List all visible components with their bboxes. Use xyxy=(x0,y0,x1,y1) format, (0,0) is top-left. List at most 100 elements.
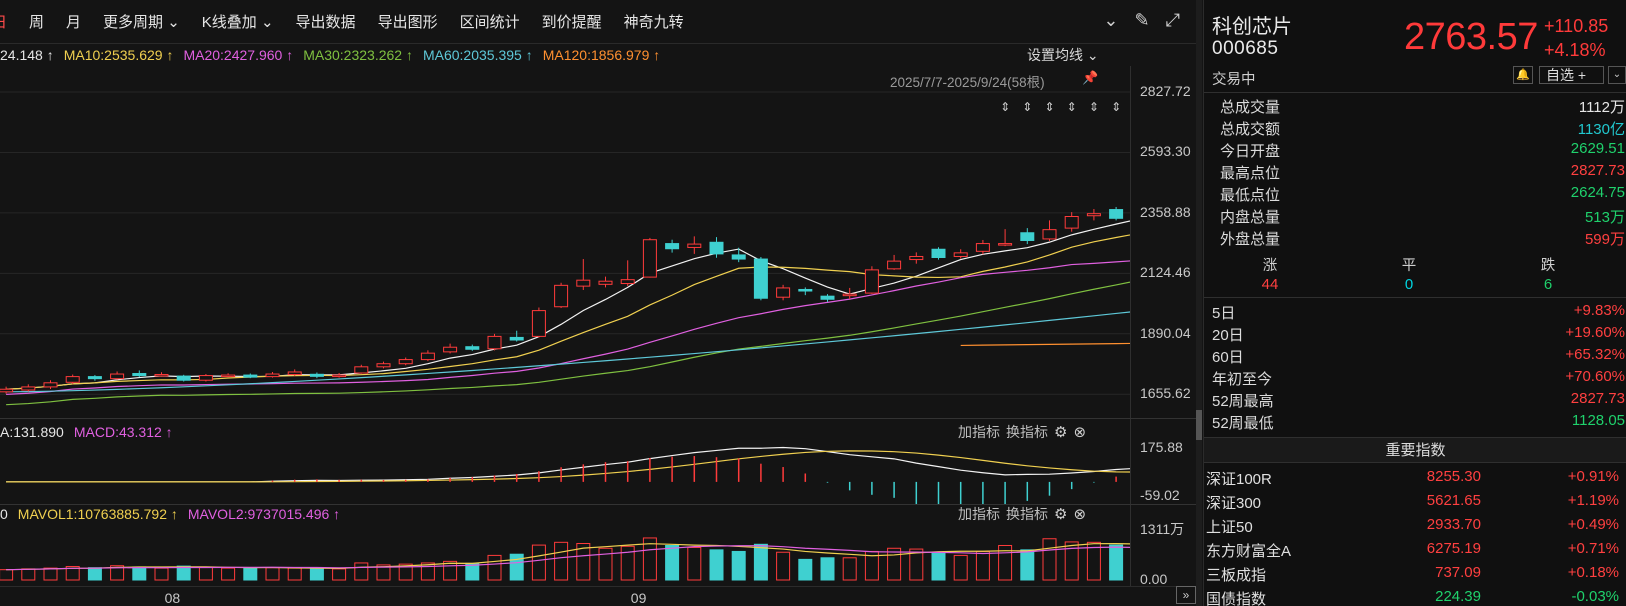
watchlist-dropdown-icon[interactable]: ⌄ xyxy=(1608,66,1626,84)
toolbar-item-0[interactable]: 日 xyxy=(0,11,7,32)
chart-toolbar: 日 周 月 更多周期 ⌄ K线叠加 ⌄ 导出数据 导出图形 区间统计 到价提醒 神奇九转 xyxy=(0,0,1200,44)
volume-tick-label: 1311万 xyxy=(1140,521,1185,537)
vertical-scrollbar[interactable] xyxy=(1196,0,1202,606)
index-section-header[interactable]: 重要指数 xyxy=(1204,437,1626,463)
candle xyxy=(1064,212,1079,232)
volume-bar xyxy=(842,557,857,581)
toolbar-item-5[interactable]: 导出数据 xyxy=(295,14,356,31)
index-row[interactable]: 深证100R 8255.30 +0.91% xyxy=(1204,468,1626,492)
toolbar-item-1[interactable]: 周 xyxy=(29,14,45,31)
chart-area[interactable]: 日 周 月 更多周期 ⌄ K线叠加 ⌄ 导出数据 导出图形 区间统计 到价提醒 神奇九转 ⌄ ✎ … xyxy=(0,0,1202,606)
ma-legend: 24.148 ↑ MA10:2535.629 ↑ MA20:2427.960 ↑ MA… xyxy=(0,44,670,66)
price-change: +110.85 xyxy=(1544,16,1609,36)
scroll-thumb[interactable] xyxy=(1196,410,1202,440)
volume-bar xyxy=(354,562,369,581)
toolbar-item-3[interactable]: 更多周期 ⌄ xyxy=(103,14,180,31)
candle-body xyxy=(665,243,680,250)
signal-marker: ⇕ xyxy=(1089,100,1099,114)
toolbar-item-2[interactable]: 月 xyxy=(66,14,82,31)
ma5-line xyxy=(6,220,1130,390)
candle xyxy=(21,384,36,392)
candle xyxy=(798,287,813,296)
candle-body xyxy=(798,288,813,292)
volume-bar xyxy=(776,551,791,581)
index-price: 737.09 xyxy=(1435,564,1481,581)
toolbar-item-7[interactable]: 区间统计 xyxy=(459,14,520,31)
candle-body xyxy=(65,376,80,383)
macd-chart[interactable] xyxy=(0,440,1130,504)
add-watchlist-button[interactable]: 自选 + xyxy=(1539,66,1604,84)
candle xyxy=(154,372,169,377)
candle xyxy=(953,249,968,259)
macd-panel-tools: 加指标 换指标 ⚙ ⊗ xyxy=(958,422,1086,442)
volume-bar xyxy=(43,567,58,581)
period-row: 52周最低 1128.05 xyxy=(1212,412,1625,434)
candle-body xyxy=(1020,232,1035,241)
volume-bar xyxy=(309,567,324,581)
toolbar-item-4[interactable]: K线叠加 ⌄ xyxy=(201,14,274,31)
add-indicator-button[interactable]: 加指标 xyxy=(958,424,1000,440)
ma-line-item-5: MA120:1856.979 ↑ xyxy=(542,47,661,63)
candle-body xyxy=(376,363,391,368)
candle xyxy=(864,266,879,294)
candle xyxy=(1020,228,1035,245)
candle-body xyxy=(620,279,635,285)
candle xyxy=(198,374,213,382)
gear-icon[interactable]: ⚙ xyxy=(1054,424,1068,441)
brush-icon[interactable]: ✎ xyxy=(1134,10,1150,30)
macd-tick-label: 175.88 xyxy=(1140,439,1183,455)
volume-bar xyxy=(953,554,968,581)
divider xyxy=(1204,297,1626,298)
toolbar-item-8[interactable]: 到价提醒 xyxy=(541,14,602,31)
fullscreen-icon[interactable]: ⤢ xyxy=(1165,10,1180,30)
index-row[interactable]: 上证50 2933.70 +0.49% xyxy=(1204,516,1626,540)
alert-bell-icon[interactable]: 🔔 xyxy=(1513,66,1533,84)
candle-body xyxy=(1109,209,1124,219)
volume-bar xyxy=(887,547,902,581)
toolbar-item-9[interactable]: 神奇九转 xyxy=(623,14,684,31)
collapse-icon[interactable]: ⌄ xyxy=(1103,10,1119,30)
index-price: 8255.30 xyxy=(1426,468,1481,485)
scroll-right-button[interactable]: » xyxy=(1176,586,1196,604)
candle xyxy=(642,237,657,278)
macd-tick-label: -59.02 xyxy=(1140,487,1180,503)
index-row[interactable]: 东方财富全A 6275.19 +0.71% xyxy=(1204,540,1626,564)
volume-bar xyxy=(198,566,213,581)
candle-body xyxy=(221,374,236,378)
candle xyxy=(265,371,280,378)
candle xyxy=(687,236,702,254)
stat-label: 内盘总量 xyxy=(1220,209,1281,226)
period-row: 5日 +9.83% xyxy=(1212,302,1625,324)
candle xyxy=(309,372,324,379)
index-row[interactable]: 国债指数 224.39 -0.03% xyxy=(1204,588,1626,606)
add-indicator-button[interactable]: 加指标 xyxy=(958,506,1000,522)
candle-body xyxy=(953,252,968,257)
candle-body xyxy=(887,260,902,270)
candle xyxy=(887,254,902,270)
close-icon[interactable]: ⊗ xyxy=(1073,506,1087,523)
pin-icon[interactable]: 📌 xyxy=(1082,70,1099,85)
candle xyxy=(998,229,1013,247)
volume-bar xyxy=(1042,538,1057,581)
close-icon[interactable]: ⊗ xyxy=(1073,424,1087,441)
stat-row: 总成交额 1130亿 xyxy=(1220,118,1625,140)
candle xyxy=(731,247,746,263)
swap-indicator-button[interactable]: 换指标 xyxy=(1006,506,1048,522)
volume-chart[interactable] xyxy=(0,524,1130,586)
index-price: 5621.65 xyxy=(1426,492,1481,509)
toolbar-icons: ⌄ ✎ ⤢ xyxy=(1103,10,1180,31)
candle xyxy=(43,380,58,389)
gear-icon[interactable]: ⚙ xyxy=(1054,506,1068,523)
volume-bar xyxy=(687,546,702,581)
swap-indicator-button[interactable]: 换指标 xyxy=(1006,424,1048,440)
period-label: 年初至今 xyxy=(1212,371,1273,388)
candle xyxy=(87,375,102,381)
candlestick-chart[interactable]: ⇕⇕⇕⇕⇕⇕⇕⇕⇕⇕⇕⇕2827.73 xyxy=(0,66,1130,418)
stat-row: 总成交量 1112万 xyxy=(1220,96,1625,118)
volume-bar xyxy=(909,548,924,581)
ma-setting-button[interactable]: 设置均线 ⌄ xyxy=(1027,47,1099,63)
index-row[interactable]: 三板成指 737.09 +0.18% xyxy=(1204,564,1626,588)
candle-body xyxy=(998,243,1013,246)
index-row[interactable]: 深证300 5621.65 +1.19% xyxy=(1204,492,1626,516)
toolbar-item-6[interactable]: 导出图形 xyxy=(377,14,438,31)
